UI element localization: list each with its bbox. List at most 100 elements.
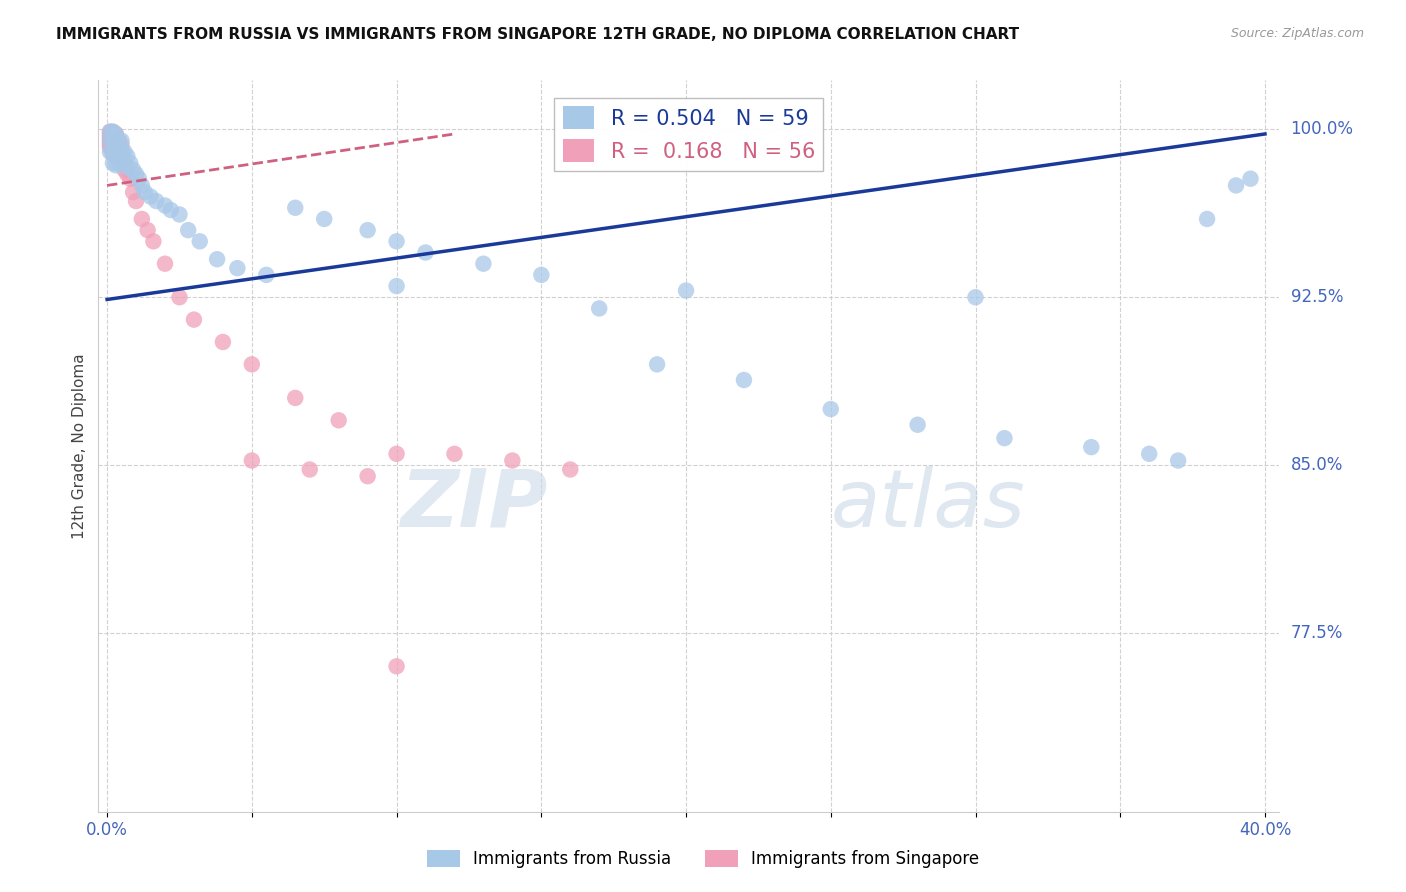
Point bbox=[177, 223, 200, 237]
Point bbox=[226, 261, 249, 276]
Point bbox=[104, 134, 127, 148]
Point bbox=[298, 462, 321, 476]
Point bbox=[128, 171, 150, 186]
Point bbox=[104, 158, 127, 172]
Point bbox=[104, 149, 127, 163]
Point bbox=[101, 138, 124, 153]
Point bbox=[415, 245, 437, 260]
Point bbox=[142, 235, 165, 249]
Point bbox=[145, 194, 167, 208]
Point bbox=[110, 145, 132, 159]
Point bbox=[139, 189, 162, 203]
Point bbox=[1167, 453, 1189, 467]
Point bbox=[101, 140, 124, 154]
Text: 100.0%: 100.0% bbox=[1291, 120, 1354, 138]
Point bbox=[104, 136, 127, 150]
Point bbox=[385, 279, 408, 293]
Point bbox=[212, 334, 235, 349]
Point bbox=[131, 178, 153, 193]
Point bbox=[98, 134, 121, 148]
Point bbox=[136, 223, 159, 237]
Point bbox=[120, 156, 142, 170]
Point bbox=[101, 125, 124, 139]
Point bbox=[98, 145, 121, 159]
Point bbox=[125, 167, 148, 181]
Point bbox=[153, 198, 176, 212]
Point bbox=[110, 149, 132, 163]
Point bbox=[104, 129, 127, 144]
Point bbox=[645, 357, 668, 371]
Point bbox=[98, 131, 121, 145]
Point bbox=[328, 413, 350, 427]
Point bbox=[114, 145, 136, 159]
Point bbox=[120, 171, 142, 186]
Point bbox=[385, 447, 408, 461]
Point bbox=[1225, 178, 1247, 193]
Point bbox=[104, 140, 127, 154]
Text: 77.5%: 77.5% bbox=[1291, 624, 1343, 641]
Point bbox=[284, 391, 307, 405]
Point bbox=[1137, 447, 1160, 461]
Text: IMMIGRANTS FROM RUSSIA VS IMMIGRANTS FROM SINGAPORE 12TH GRADE, NO DIPLOMA CORRE: IMMIGRANTS FROM RUSSIA VS IMMIGRANTS FRO… bbox=[56, 27, 1019, 42]
Point bbox=[385, 659, 408, 673]
Point bbox=[107, 145, 129, 159]
Point bbox=[101, 134, 124, 148]
Point bbox=[385, 235, 408, 249]
Point bbox=[107, 156, 129, 170]
Point bbox=[107, 134, 129, 148]
Text: 92.5%: 92.5% bbox=[1291, 288, 1343, 306]
Point bbox=[107, 134, 129, 148]
Point bbox=[117, 161, 139, 175]
Point bbox=[98, 125, 121, 139]
Point bbox=[240, 453, 263, 467]
Point bbox=[134, 185, 156, 199]
Point bbox=[240, 357, 263, 371]
Point bbox=[104, 127, 127, 141]
Point bbox=[188, 235, 211, 249]
Point bbox=[560, 462, 582, 476]
Point bbox=[101, 143, 124, 157]
Point bbox=[114, 162, 136, 177]
Point bbox=[117, 149, 139, 163]
Point bbox=[98, 134, 121, 148]
Point bbox=[472, 257, 495, 271]
Y-axis label: 12th Grade, No Diploma: 12th Grade, No Diploma bbox=[72, 353, 87, 539]
Point bbox=[159, 202, 181, 217]
Text: atlas: atlas bbox=[831, 466, 1025, 543]
Point bbox=[501, 453, 523, 467]
Point bbox=[907, 417, 929, 432]
Point bbox=[107, 138, 129, 153]
Point bbox=[101, 156, 124, 170]
Point bbox=[183, 312, 205, 326]
Legend: R = 0.504   N = 59, R =  0.168   N = 56: R = 0.504 N = 59, R = 0.168 N = 56 bbox=[554, 98, 824, 170]
Point bbox=[104, 140, 127, 154]
Point bbox=[443, 447, 465, 461]
Point bbox=[314, 211, 336, 226]
Point bbox=[98, 140, 121, 154]
Text: ZIP: ZIP bbox=[399, 466, 547, 543]
Point bbox=[104, 138, 127, 153]
Point bbox=[107, 145, 129, 159]
Legend: Immigrants from Russia, Immigrants from Singapore: Immigrants from Russia, Immigrants from … bbox=[420, 843, 986, 875]
Point bbox=[125, 194, 148, 208]
Point bbox=[98, 136, 121, 150]
Point bbox=[114, 156, 136, 170]
Point bbox=[1080, 440, 1102, 454]
Point bbox=[356, 223, 378, 237]
Point bbox=[675, 284, 697, 298]
Point bbox=[110, 149, 132, 163]
Point bbox=[98, 138, 121, 153]
Point bbox=[530, 268, 553, 282]
Point bbox=[110, 138, 132, 153]
Point bbox=[98, 129, 121, 144]
Point bbox=[104, 149, 127, 163]
Point bbox=[101, 125, 124, 139]
Point bbox=[993, 431, 1015, 445]
Point bbox=[104, 127, 127, 141]
Point bbox=[153, 257, 176, 271]
Point bbox=[110, 134, 132, 148]
Point bbox=[205, 252, 228, 267]
Point bbox=[114, 156, 136, 170]
Point bbox=[117, 167, 139, 181]
Point bbox=[101, 147, 124, 161]
